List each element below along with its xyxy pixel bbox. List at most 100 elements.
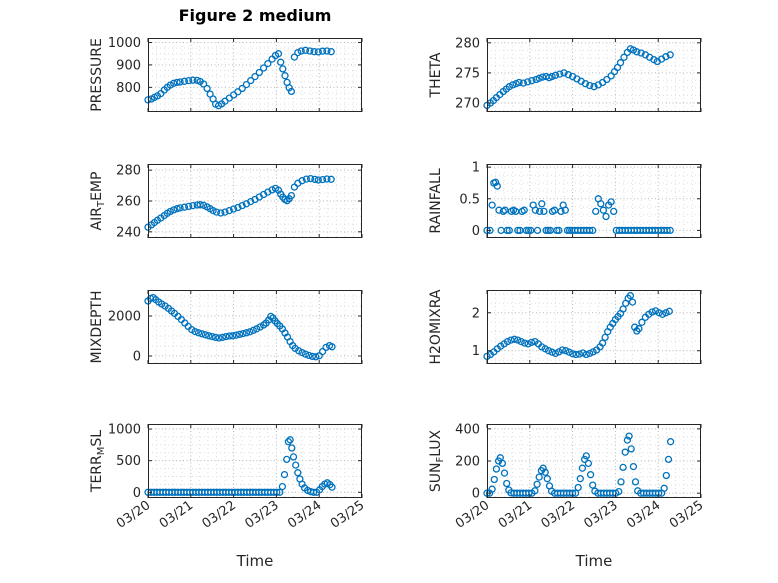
data-point-marker: [568, 350, 577, 358]
data-point-marker: [499, 207, 507, 216]
data-point-marker: [580, 455, 589, 464]
y-axis-label: AIRTEMP: [89, 172, 107, 231]
data-point-marker: [533, 226, 542, 235]
data-point-marker: [314, 176, 322, 184]
data-point-marker: [318, 47, 327, 55]
data-point-marker: [648, 308, 656, 316]
data-point-marker: [565, 348, 573, 356]
data-point-marker: [666, 51, 674, 59]
data-point-marker: [492, 465, 501, 473]
data-point-marker: [589, 481, 597, 489]
data-point-marker: [274, 50, 283, 58]
data-point-marker: [278, 482, 287, 491]
data-point-marker: [284, 438, 293, 446]
data-point-marker: [301, 350, 310, 358]
y-axis-label: THETA: [428, 52, 444, 98]
x-tick-label: 03/22: [539, 498, 578, 532]
plot-area: [148, 290, 362, 364]
data-point-marker: [242, 80, 251, 89]
data-point-marker: [503, 226, 511, 235]
data-point-marker: [218, 333, 227, 342]
data-point-marker: [629, 462, 638, 471]
data-point-marker: [488, 201, 496, 209]
data-point-marker: [229, 332, 237, 340]
data-point-marker: [201, 331, 210, 339]
data-point-marker: [515, 78, 523, 87]
data-point-marker: [302, 175, 311, 183]
data-point-marker: [503, 337, 512, 346]
data-point-marker: [543, 475, 551, 483]
data-point-marker: [285, 84, 293, 92]
data-point-marker: [538, 200, 546, 208]
data-series: [483, 178, 674, 235]
data-point-marker: [541, 468, 549, 476]
data-point-marker: [491, 178, 500, 186]
data-point-marker: [221, 208, 229, 216]
axis-box: [148, 38, 362, 112]
data-point-marker: [225, 206, 233, 215]
data-point-marker: [586, 81, 594, 90]
data-point-marker: [531, 206, 540, 214]
data-point-marker: [531, 487, 539, 495]
data-point-marker: [615, 487, 623, 496]
plot-area: [487, 164, 701, 238]
y-tick-label: 240: [116, 225, 141, 240]
data-point-marker: [185, 76, 193, 85]
data-point-marker: [544, 347, 553, 355]
data-point-marker: [198, 330, 206, 338]
data-point-marker: [211, 333, 220, 342]
x-tick-label: 03/23: [242, 498, 281, 532]
data-point-marker: [607, 198, 615, 206]
data-point-marker: [310, 48, 318, 56]
data-point-marker: [575, 350, 584, 358]
data-point-marker: [215, 334, 223, 342]
data-point-marker: [173, 205, 181, 213]
data-point-marker: [194, 329, 203, 337]
data-point-marker: [524, 78, 532, 86]
data-point-marker: [283, 197, 291, 205]
data-point-marker: [259, 64, 268, 72]
data-point-marker: [185, 202, 193, 211]
data-point-marker: [490, 475, 498, 484]
data-point-marker: [586, 226, 594, 235]
data-point-marker: [306, 47, 314, 55]
data-point-marker: [274, 186, 283, 194]
data-point-marker: [625, 432, 633, 440]
data-point-marker: [539, 464, 547, 472]
y-tick-label: 280: [116, 164, 141, 179]
y-tick-label: 200: [455, 455, 480, 470]
data-point-marker: [610, 207, 618, 216]
data-point-marker: [514, 226, 522, 235]
data-point-marker: [533, 480, 541, 488]
y-axis-label: PRESSURE: [89, 38, 105, 112]
subplot-terr-msl: 0 500 1000 03/20 03/21 03/22 03/23 03/24 03/25 TE…: [89, 423, 367, 532]
y-tick-label: 1000: [108, 36, 141, 51]
data-point-marker: [510, 335, 519, 343]
data-point-marker: [599, 206, 608, 214]
data-point-marker: [283, 455, 291, 464]
data-point-marker: [290, 53, 299, 61]
subplot-theta: 270 275 280 THETA: [428, 36, 702, 112]
data-point-marker: [576, 475, 584, 483]
data-point-marker: [208, 332, 216, 341]
data-point-marker: [561, 206, 569, 214]
data-point-marker: [279, 65, 287, 73]
data-point-marker: [564, 71, 572, 79]
data-point-marker: [323, 175, 331, 183]
data-point-marker: [621, 448, 629, 456]
data-point-marker: [505, 226, 513, 235]
data-point-marker: [626, 292, 635, 300]
data-point-marker: [328, 343, 336, 351]
x-tick-label: 03/20: [114, 498, 153, 532]
axis-box: [487, 164, 701, 238]
data-point-marker: [557, 207, 565, 216]
data-point-marker: [294, 48, 302, 57]
data-point-marker: [551, 349, 560, 358]
data-point-marker: [548, 348, 556, 356]
data-point-marker: [229, 205, 238, 213]
x-tick-label: 03/25: [328, 498, 367, 532]
data-point-marker: [292, 461, 300, 469]
data-point-marker: [662, 471, 670, 480]
x-axis-label-left: Time: [236, 552, 274, 570]
